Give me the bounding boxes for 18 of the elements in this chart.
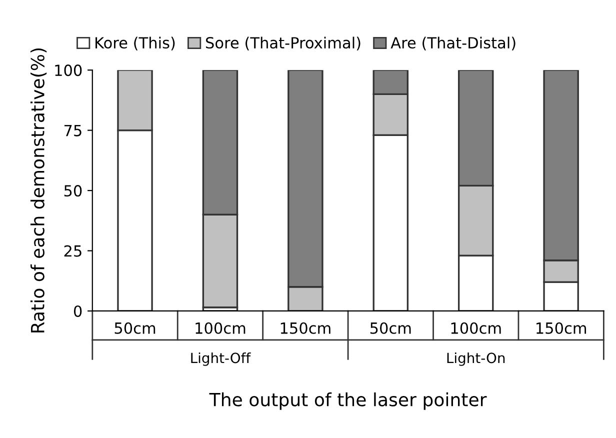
x-axis-title: The output of the laser pointer xyxy=(209,392,487,410)
text: Light-On xyxy=(447,352,505,366)
x-tick-label: 100cm xyxy=(451,322,501,334)
y-tick-label: 75 xyxy=(64,124,82,136)
x-tick-label: 50cm xyxy=(370,322,411,334)
y-tick-label: 25 xyxy=(64,245,82,257)
legend-label: Kore (This) xyxy=(96,36,175,50)
x-tick-label: 100cm xyxy=(196,322,246,334)
text: Light-Off xyxy=(191,352,251,366)
x-tick-label: 150cm xyxy=(280,322,330,334)
y-axis-title: Ratio of each demonstrative(%) xyxy=(30,48,47,332)
y-tick-label: 100 xyxy=(55,64,82,76)
legend-label: Sore (That-Proximal) xyxy=(206,36,360,50)
y-tick-label: 0 xyxy=(74,305,82,317)
legend-label: Are (That-Distal) xyxy=(390,36,516,50)
x-tick-label: 50cm xyxy=(114,322,156,334)
x-tick-label: 150cm xyxy=(536,322,586,334)
y-tick-label: 50 xyxy=(64,184,82,197)
